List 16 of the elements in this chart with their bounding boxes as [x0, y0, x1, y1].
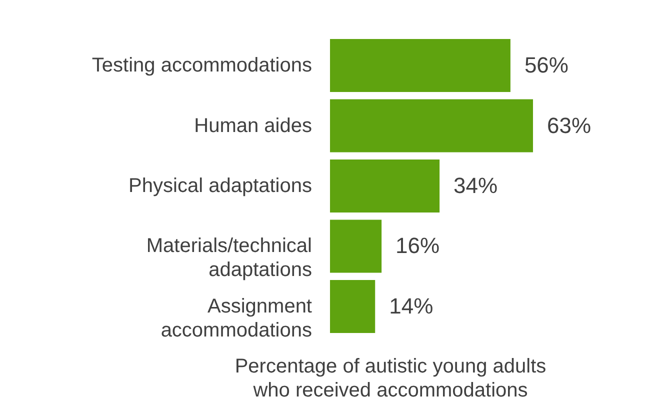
- y-tick-label: Physical adaptations: [128, 175, 312, 197]
- y-tick-label: Human aides: [194, 114, 312, 137]
- data-label: 63%: [547, 112, 592, 138]
- data-label: 16%: [396, 233, 440, 258]
- bar: [330, 39, 510, 92]
- data-label: 34%: [454, 173, 498, 198]
- y-tick-label: Testing accommodations: [92, 54, 312, 77]
- bar: [330, 280, 376, 333]
- bar: [330, 159, 440, 213]
- data-label: 56%: [524, 52, 568, 78]
- y-tick-label: Assignment accommodations: [160, 295, 312, 342]
- bar: [330, 99, 533, 152]
- y-tick-label: Materials/technical adaptations: [146, 235, 312, 282]
- bar: [330, 220, 382, 273]
- data-label: 14%: [389, 293, 434, 318]
- x-axis-title: Percentage of autistic young adults who received accommodations: [234, 356, 546, 402]
